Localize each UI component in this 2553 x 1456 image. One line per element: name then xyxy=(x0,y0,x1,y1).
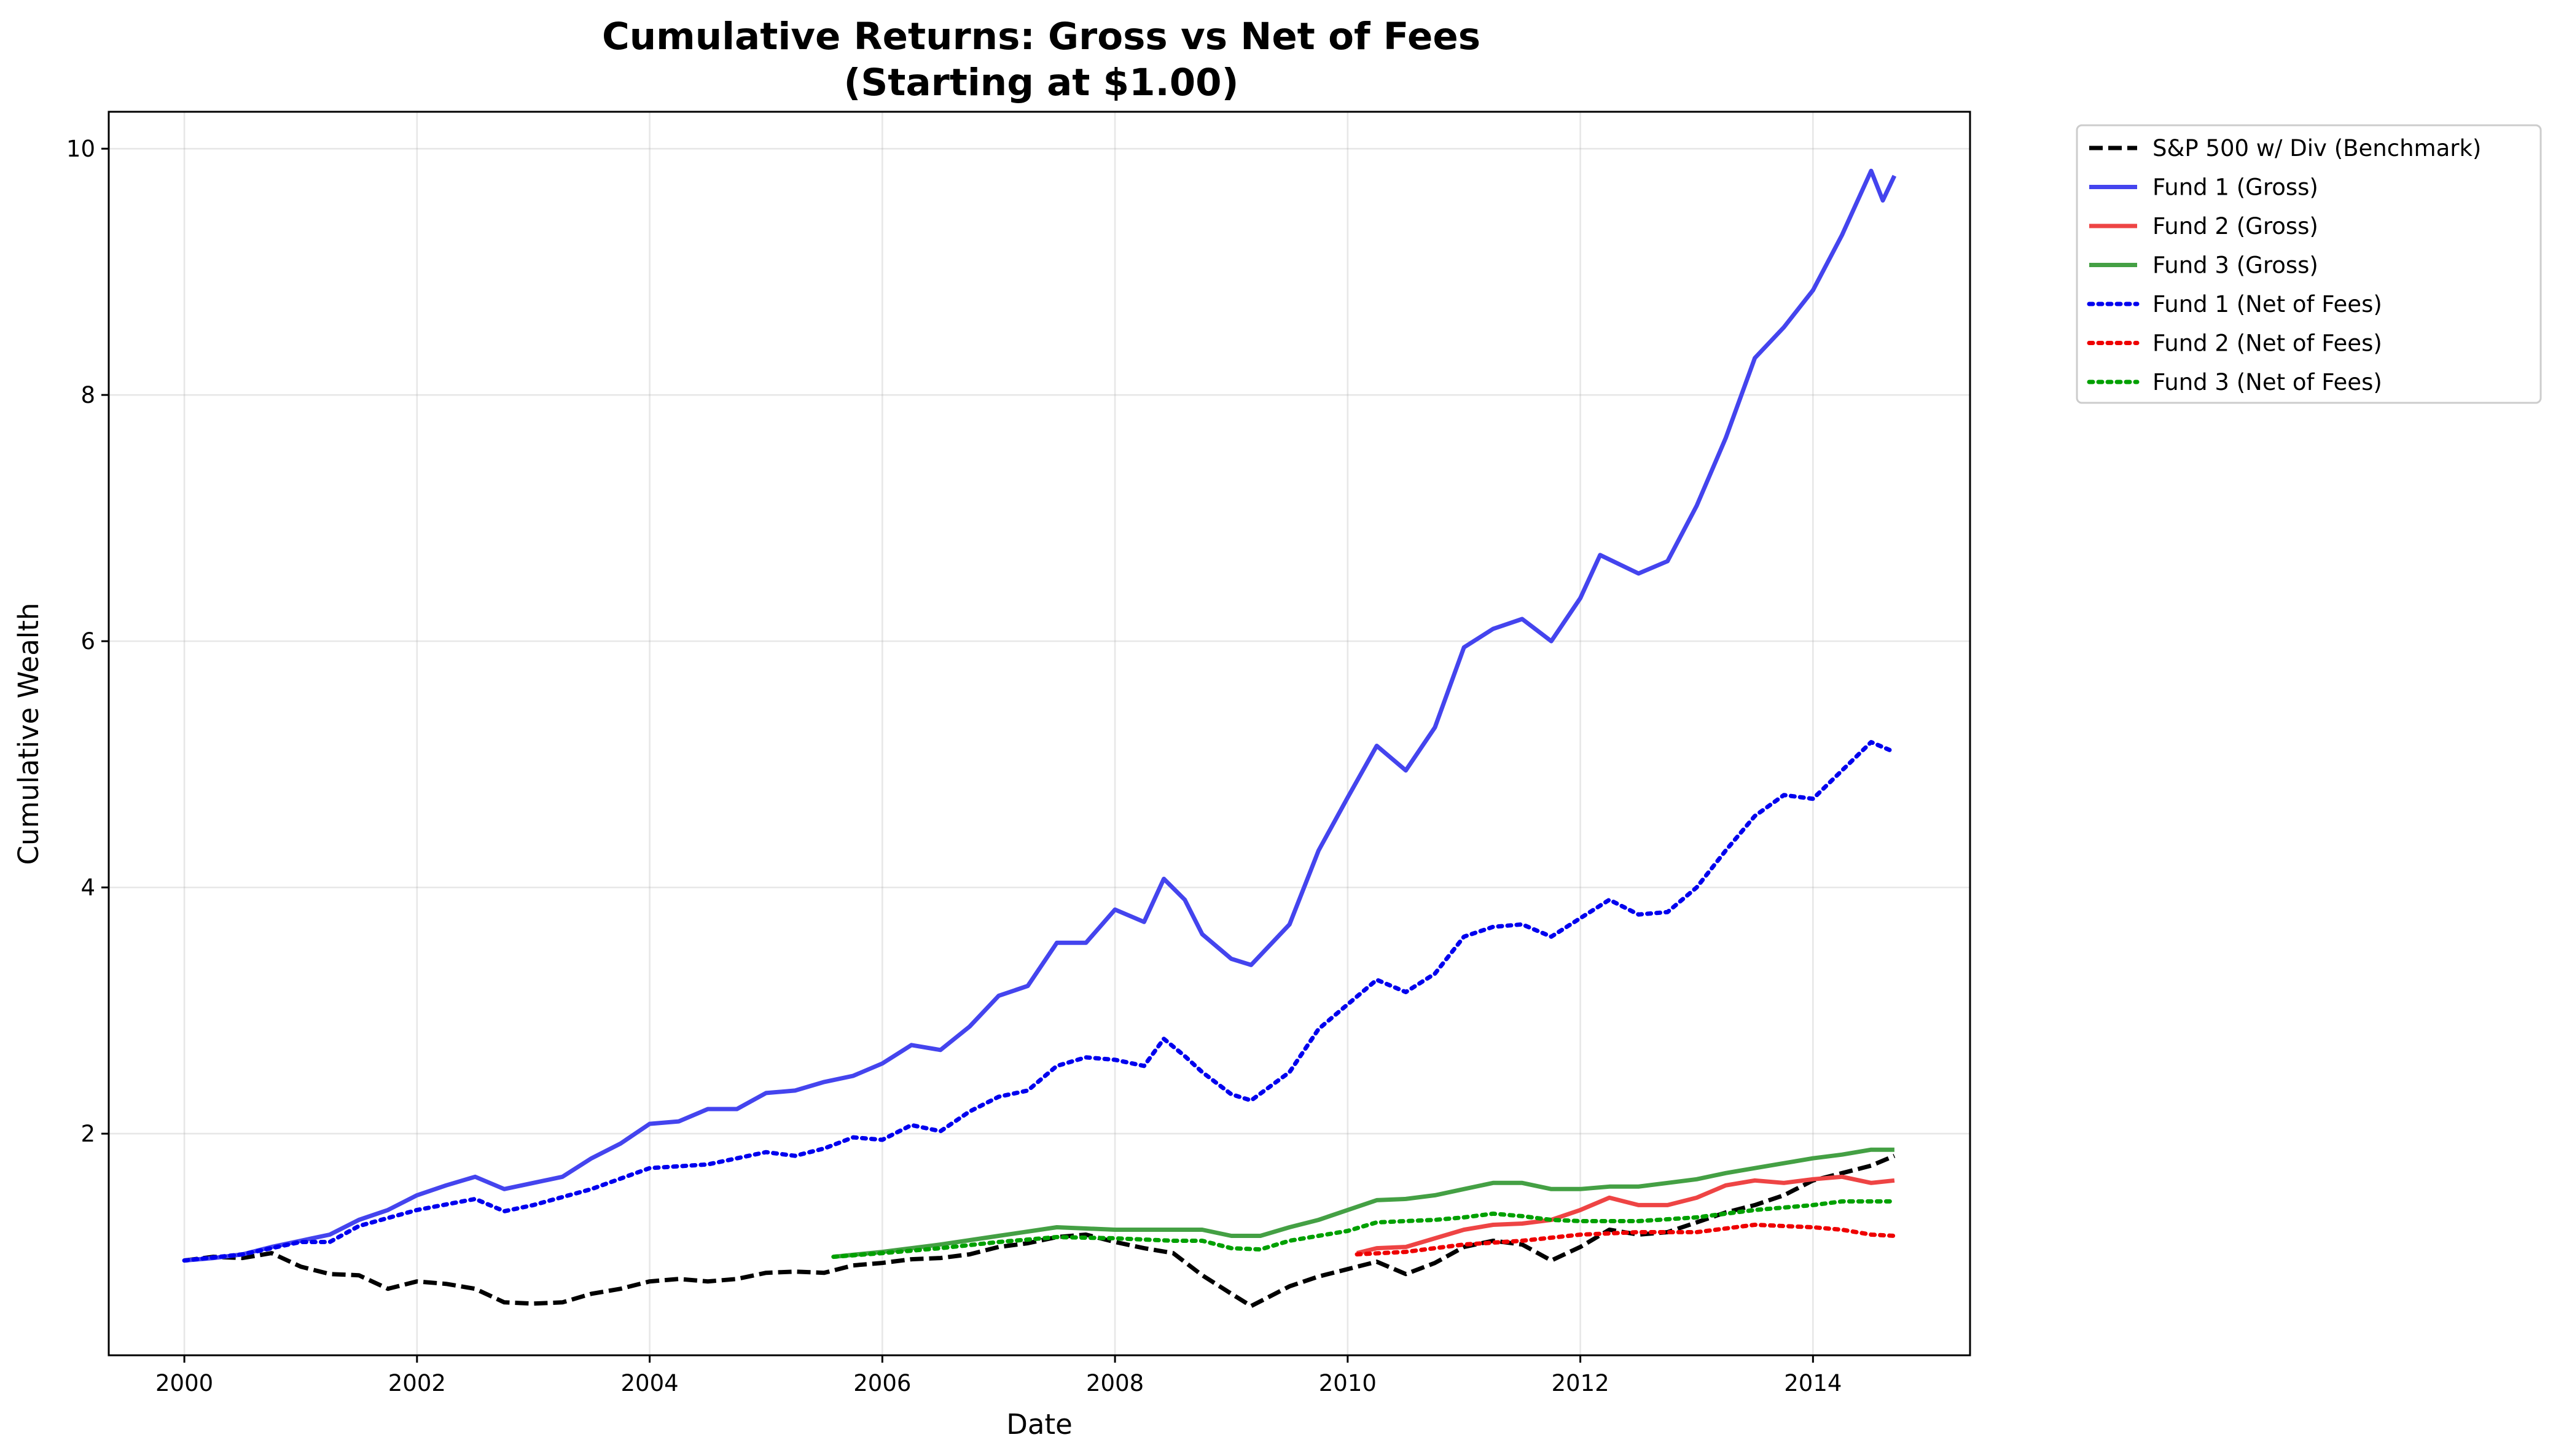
legend-label-s-p-500-w-div-benchmark: S&P 500 w/ Div (Benchmark) xyxy=(2152,135,2481,162)
y-axis-label: Cumulative Wealth xyxy=(12,603,45,865)
x-tick-label-6: 2012 xyxy=(1552,1370,1609,1396)
x-axis-label: Date xyxy=(1006,1408,1073,1441)
x-tick-label-3: 2006 xyxy=(853,1370,911,1396)
y-tick-label-3: 8 xyxy=(80,382,95,408)
grid-layer xyxy=(109,112,1970,1355)
series-line-fund-3-gross xyxy=(833,1147,1894,1259)
series-line-fund-2-gross xyxy=(1356,1174,1895,1255)
y-tick-label-4: 10 xyxy=(66,136,95,162)
x-tick-label-0: 2000 xyxy=(155,1370,213,1396)
series-line-fund-1-gross xyxy=(184,168,1897,1263)
legend: S&P 500 w/ Div (Benchmark) Fund 1 (Gross)… xyxy=(2076,124,2542,404)
x-tick-label-5: 2010 xyxy=(1319,1370,1377,1396)
legend-box xyxy=(2076,124,2542,404)
legend-label-fund-3-gross: Fund 3 (Gross) xyxy=(2152,252,2318,279)
y-tick-label-0: 2 xyxy=(80,1121,95,1147)
legend-label-fund-2-gross: Fund 2 (Gross) xyxy=(2152,213,2318,239)
series-layer xyxy=(182,168,1897,1309)
chart-title: Cumulative Returns: Gross vs Net of Fees xyxy=(602,15,1480,58)
series-line-fund-3-net-of-fees xyxy=(831,1199,1897,1259)
tick-layer: 2000 2002 2004 2006 2008 2010 2012 2014 2 4 6 8 10 xyxy=(66,136,1842,1396)
y-tick-label-2: 6 xyxy=(80,628,95,655)
x-tick-label-2: 2004 xyxy=(621,1370,679,1396)
legend-label-fund-1-net-of-fees: Fund 1 (Net of Fees) xyxy=(2152,291,2382,317)
series-line-fund-2-net-of-fees xyxy=(1355,1223,1897,1257)
legend-label-fund-3-net-of-fees: Fund 3 (Net of Fees) xyxy=(2152,369,2382,395)
x-tick-label-1: 2002 xyxy=(388,1370,446,1396)
chart-subtitle: (Starting at $1.00) xyxy=(843,61,1238,104)
x-tick-label-7: 2014 xyxy=(1784,1370,1842,1396)
series-line-s-p-500-w-div-benchmark xyxy=(184,1153,1896,1309)
x-tick-label-4: 2008 xyxy=(1086,1370,1144,1396)
legend-label-fund-1-gross: Fund 1 (Gross) xyxy=(2152,174,2318,201)
legend-label-fund-2-net-of-fees: Fund 2 (Net of Fees) xyxy=(2152,330,2382,357)
y-tick-label-1: 4 xyxy=(80,874,95,901)
plot-area-frame xyxy=(108,111,1971,1357)
series-line-fund-1-net-of-fees xyxy=(182,740,1897,1263)
